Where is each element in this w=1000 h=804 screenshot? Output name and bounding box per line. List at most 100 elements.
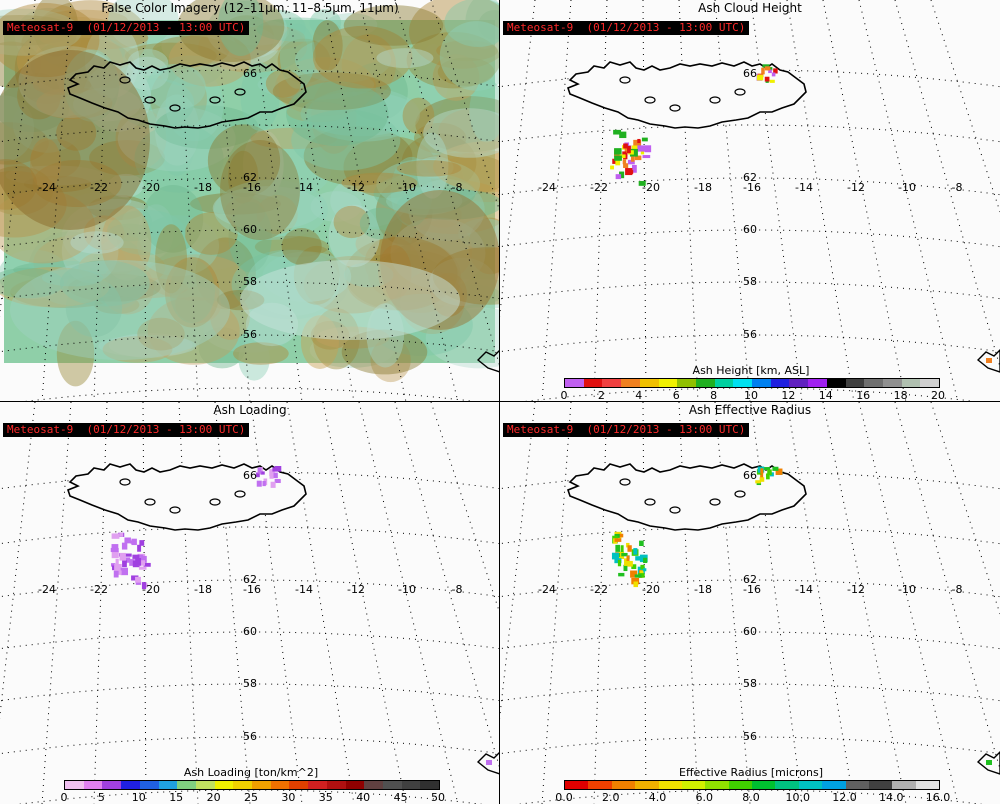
map-panel: -24 -22 -20 -18 -16 -14 -12 -10 -8 62 60 58 56 66 Ash … bbox=[500, 402, 1000, 804]
longitude-label: -14 bbox=[295, 181, 313, 194]
colorbar-segment bbox=[915, 781, 939, 789]
lake-outline bbox=[669, 506, 681, 514]
colorbar-segment bbox=[364, 781, 383, 789]
colorbar-segment bbox=[139, 781, 159, 789]
iceland-coastline bbox=[67, 463, 307, 531]
colorbar-segment bbox=[382, 781, 402, 789]
lake-outline bbox=[119, 478, 131, 486]
latitude-label: 66 bbox=[243, 67, 257, 80]
colorbar-tick-label: 30 bbox=[281, 791, 296, 804]
latitude-label: 66 bbox=[743, 67, 757, 80]
colorbar-tick-label: 0 bbox=[60, 791, 68, 804]
latitude-label: 66 bbox=[743, 469, 757, 482]
colorbar-title: Ash Height [km, ASL] bbox=[692, 364, 810, 377]
colorbar-tick-label: 50 bbox=[431, 791, 445, 804]
longitude-label: -10 bbox=[898, 583, 916, 596]
longitude-label: -22 bbox=[590, 181, 608, 194]
colorbar-tick-label: 6 bbox=[672, 389, 680, 402]
longitude-label: -10 bbox=[398, 181, 416, 194]
colorbar-tick-label: 14.0 bbox=[879, 791, 904, 804]
colorbar-segment bbox=[728, 781, 752, 789]
iceland-coastline bbox=[567, 463, 807, 531]
horizontal-divider bbox=[0, 401, 1000, 402]
lake-outline bbox=[734, 88, 746, 96]
longitude-label: -18 bbox=[194, 181, 212, 194]
colorbar-segment bbox=[789, 379, 809, 387]
latitude-label: 66 bbox=[243, 469, 257, 482]
colorbar-tick-label: 0.0 bbox=[555, 791, 573, 804]
latitude-label: 60 bbox=[243, 223, 257, 236]
colorbar-segment bbox=[635, 781, 659, 789]
colorbar-tick-label: 45 bbox=[393, 791, 408, 804]
colorbar-segment bbox=[565, 781, 589, 789]
colorbar-tick-label: 10.0 bbox=[785, 791, 811, 804]
colorbar-segment bbox=[658, 379, 678, 387]
colorbar-segment bbox=[308, 781, 327, 789]
colorbar-tick-label: 35 bbox=[318, 791, 333, 804]
colorbar-segment bbox=[270, 781, 290, 789]
panel-title: Ash Cloud Height bbox=[698, 1, 802, 15]
colorbar-tick-label: 14 bbox=[818, 389, 833, 402]
longitude-label: -18 bbox=[694, 583, 712, 596]
longitude-label: -20 bbox=[642, 583, 660, 596]
colorbar-segment bbox=[233, 781, 253, 789]
longitude-label: -8 bbox=[952, 181, 963, 194]
longitude-label: -24 bbox=[38, 583, 56, 596]
latitude-label: 58 bbox=[243, 275, 257, 288]
colorbar-tick-label: 5 bbox=[97, 791, 105, 804]
colorbar-segment bbox=[214, 781, 234, 789]
colorbar bbox=[64, 780, 440, 790]
panel-title: Ash Loading bbox=[213, 403, 287, 417]
longitude-label: -12 bbox=[347, 583, 365, 596]
lake-outline bbox=[209, 498, 221, 506]
colorbar-tick-label: 10 bbox=[744, 389, 758, 402]
lake-outline bbox=[734, 490, 746, 498]
longitude-label: -14 bbox=[295, 583, 313, 596]
colorbar-segment bbox=[83, 781, 103, 789]
lake-outline bbox=[119, 76, 131, 84]
colorbar-title: Effective Radius [microns] bbox=[679, 766, 823, 779]
colorbar-segment bbox=[565, 379, 584, 387]
colorbar-segment bbox=[102, 781, 122, 789]
colorbar-tick-label: 4 bbox=[635, 389, 643, 402]
colorbar-segment bbox=[195, 781, 215, 789]
colorbar-segment bbox=[658, 781, 682, 789]
lake-outline bbox=[209, 96, 221, 104]
colorbar-segment bbox=[770, 379, 790, 387]
colorbar-segment bbox=[611, 781, 636, 789]
colorbar-segment bbox=[252, 781, 271, 789]
satellite-timestamp-label: Meteosat-9 (01/12/2013 - 13:00 UTC) bbox=[503, 423, 750, 437]
ash-plume bbox=[611, 466, 992, 765]
colorbar-title: Ash Loading [ton/km^2] bbox=[183, 766, 319, 779]
colorbar-segment bbox=[65, 781, 84, 789]
colorbar-segment bbox=[798, 781, 823, 789]
colorbar-segment bbox=[602, 379, 622, 387]
latitude-label: 58 bbox=[743, 677, 757, 690]
longitude-label: -20 bbox=[642, 181, 660, 194]
ash-plume bbox=[110, 466, 492, 765]
longitude-label: -18 bbox=[194, 583, 212, 596]
colorbar-segment bbox=[920, 379, 940, 387]
longitude-label: -8 bbox=[452, 181, 463, 194]
lake-outline bbox=[709, 96, 721, 104]
lake-outline bbox=[644, 96, 656, 104]
colorbar-segment bbox=[822, 781, 846, 789]
colorbar-tick-label: 4.0 bbox=[648, 791, 667, 804]
colorbar bbox=[564, 780, 940, 790]
latitude-label: 62 bbox=[743, 171, 757, 184]
longitude-label: -20 bbox=[142, 583, 160, 596]
lake-outline bbox=[144, 498, 156, 506]
lake-outline bbox=[619, 478, 631, 486]
map-panel: -24 -22 -20 -18 -16 -14 -12 -10 -8 62 60 58 56 66 Ash … bbox=[0, 402, 500, 804]
colorbar-tick-label: 8 bbox=[710, 389, 718, 402]
longitude-label: -8 bbox=[952, 583, 963, 596]
colorbar-tick-label: 2 bbox=[597, 389, 605, 402]
latitude-label: 60 bbox=[243, 625, 257, 638]
colorbar-tick-label: 15 bbox=[169, 791, 184, 804]
colorbar-tick-label: 6.0 bbox=[695, 791, 714, 804]
colorbar bbox=[564, 378, 940, 388]
map-canvas: -24 -22 -20 -18 -16 -14 -12 -10 -8 62 60 58 56 66 bbox=[0, 402, 500, 804]
colorbar-segment bbox=[868, 781, 893, 789]
colorbar-segment bbox=[583, 379, 603, 387]
colorbar-segment bbox=[775, 781, 799, 789]
